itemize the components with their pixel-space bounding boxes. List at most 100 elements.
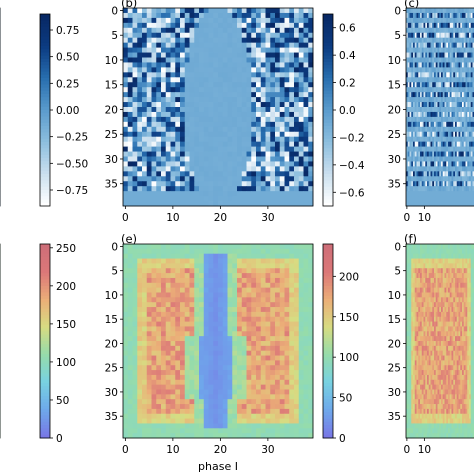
heatmap-cell xyxy=(194,8,200,14)
heatmap-cell xyxy=(435,52,438,58)
heatmap-cell xyxy=(463,126,466,133)
heatmap-cell xyxy=(156,107,162,113)
heatmap-cell xyxy=(460,161,463,167)
heatmap-cell xyxy=(414,87,417,93)
heatmap-cell xyxy=(423,107,426,113)
heatmap-cell xyxy=(246,196,252,202)
heatmap-cell xyxy=(251,136,257,143)
heatmap-cell xyxy=(303,146,309,152)
heatmap-cell xyxy=(208,146,214,152)
colorbar-segment xyxy=(323,97,333,101)
heatmap-cell xyxy=(203,87,209,93)
heatmap-cell xyxy=(430,136,433,143)
heatmap-cell xyxy=(430,27,433,34)
heatmap-cell xyxy=(414,186,417,192)
heatmap-cell xyxy=(218,156,224,162)
heatmap-cell xyxy=(308,176,314,182)
colorbar-segment xyxy=(323,174,333,178)
heatmap-cell xyxy=(284,12,290,19)
heatmap-cell xyxy=(411,37,414,44)
heatmap-cell xyxy=(448,8,451,14)
heatmap-cell xyxy=(406,97,409,103)
heatmap-cell xyxy=(434,201,437,207)
heatmap-cell xyxy=(435,72,438,78)
heatmap-cell xyxy=(189,196,195,202)
heatmap-cell xyxy=(222,181,228,187)
heatmap-cell xyxy=(180,176,186,182)
heatmap-cell xyxy=(132,116,138,123)
heatmap-cell xyxy=(451,87,454,93)
heatmap-cell xyxy=(175,111,181,118)
heatmap-cell xyxy=(237,131,243,138)
heatmap-cell xyxy=(467,166,470,172)
heatmap-cell xyxy=(161,136,167,143)
heatmap-cell xyxy=(432,102,435,108)
heatmap-cell xyxy=(456,166,459,172)
heatmap-cell xyxy=(251,17,257,24)
heatmap-cell xyxy=(303,67,309,73)
heatmap-cell xyxy=(469,146,472,152)
heatmap-cell xyxy=(184,17,190,24)
heatmap-cell xyxy=(127,57,133,63)
heatmap-cell xyxy=(434,37,437,44)
heatmap-cell xyxy=(289,136,295,143)
heatmap-cell xyxy=(184,47,190,53)
heatmap-cell xyxy=(194,131,200,138)
heatmap-cell xyxy=(413,22,416,29)
heatmap-cell xyxy=(448,181,451,187)
heatmap-cell xyxy=(208,107,214,113)
heatmap-cell xyxy=(453,12,456,19)
heatmap-cell xyxy=(432,111,435,118)
heatmap-cell xyxy=(194,67,200,73)
heatmap-cell xyxy=(442,186,445,192)
heatmap-cell xyxy=(161,42,167,48)
heatmap-cell xyxy=(270,37,276,44)
heatmap-cell xyxy=(199,77,205,83)
heatmap-cell xyxy=(455,176,458,182)
heatmap-cell xyxy=(413,121,416,128)
heatmap-cell xyxy=(425,201,428,207)
heatmap-cell xyxy=(455,82,458,88)
heatmap-cell xyxy=(418,176,421,182)
heatmap-cell xyxy=(227,27,233,34)
heatmap-cell xyxy=(446,8,449,14)
heatmap-cell xyxy=(430,186,433,192)
heatmap-cell xyxy=(444,8,447,14)
heatmap-cell xyxy=(430,87,433,93)
heatmap-cell xyxy=(270,17,276,24)
heatmap-cell xyxy=(406,42,409,48)
heatmap-cell xyxy=(441,121,444,128)
heatmap-cell xyxy=(308,37,314,44)
heatmap-cell xyxy=(407,32,410,39)
colorbar-segment xyxy=(40,87,50,92)
heatmap-cell xyxy=(132,77,138,83)
heatmap-cell xyxy=(442,176,445,182)
heatmap-cell xyxy=(265,166,271,172)
heatmap-cell xyxy=(460,17,463,24)
heatmap-cell xyxy=(123,82,129,88)
heatmap-cell xyxy=(409,42,412,48)
heatmap-cell xyxy=(441,87,444,93)
colorbar-segment xyxy=(323,190,333,194)
heatmap-cell xyxy=(137,111,143,118)
heatmap-cell xyxy=(208,62,214,68)
heatmap-cell xyxy=(409,126,412,133)
heatmap-cell xyxy=(165,57,171,63)
heatmap-cell xyxy=(218,161,224,167)
heatmap-cell xyxy=(462,146,465,152)
heatmap-cell xyxy=(218,126,224,133)
heatmap-cell xyxy=(460,156,463,162)
heatmap-cell xyxy=(256,22,262,29)
heatmap-cell xyxy=(462,82,465,88)
heatmap-cell xyxy=(251,131,257,138)
heatmap-cell xyxy=(472,62,474,68)
heatmap-cell xyxy=(444,82,447,88)
heatmap-cell xyxy=(237,37,243,44)
heatmap-cell xyxy=(458,92,461,98)
heatmap-cell xyxy=(241,8,247,14)
heatmap-cell xyxy=(470,77,473,83)
heatmap-cell xyxy=(437,77,440,83)
heatmap-cell xyxy=(279,191,285,197)
heatmap-cell xyxy=(199,62,205,68)
heatmap-cell xyxy=(458,27,461,34)
